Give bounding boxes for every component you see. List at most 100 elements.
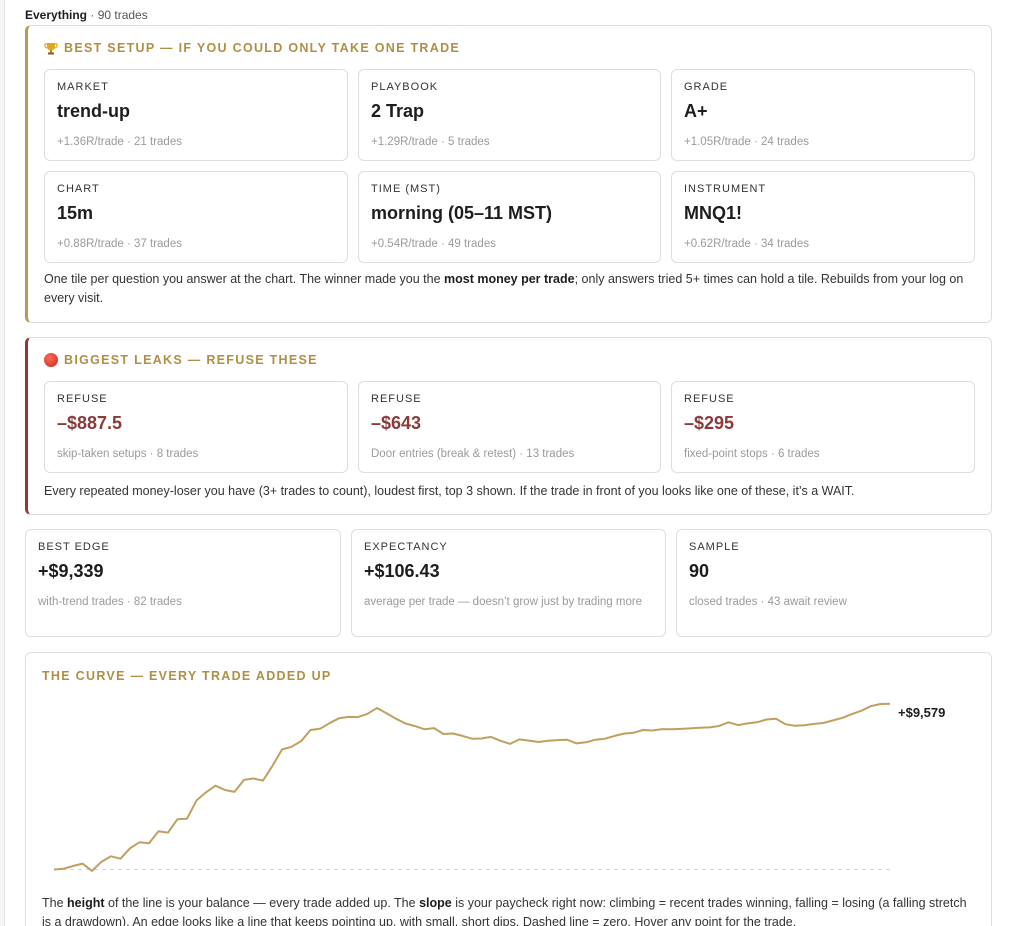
curve-point[interactable] [735, 722, 741, 728]
curve-point[interactable] [175, 816, 181, 822]
curve-point[interactable] [792, 723, 798, 729]
curve-point[interactable] [365, 711, 371, 717]
curve-point[interactable] [118, 856, 124, 862]
curve-point[interactable] [270, 763, 276, 769]
curve-point[interactable] [469, 736, 475, 742]
curve-point[interactable] [156, 828, 162, 834]
curve-point[interactable] [669, 726, 675, 732]
curve-point[interactable] [488, 734, 494, 740]
curve-point[interactable] [431, 725, 437, 731]
stat-best-edge: Best edge +$9,339 with-trend trades · 82… [25, 529, 341, 637]
curve-point[interactable] [127, 845, 133, 851]
curve-point[interactable] [602, 736, 608, 742]
curve-point[interactable] [830, 717, 836, 723]
curve-point[interactable] [479, 736, 485, 742]
curve-point[interactable] [564, 737, 570, 743]
curve-point[interactable] [773, 716, 779, 722]
curve-point[interactable] [507, 741, 513, 747]
curve-point[interactable] [232, 789, 238, 795]
tile-sub: +0.54R/trade · 49 trades [371, 238, 496, 250]
curve-point[interactable] [384, 710, 390, 716]
curve-point[interactable] [422, 726, 428, 732]
curve-point[interactable] [887, 701, 893, 707]
curve-point[interactable] [659, 726, 665, 732]
curve-point[interactable] [298, 738, 304, 744]
curve-point[interactable] [593, 737, 599, 743]
curve-point[interactable] [783, 721, 789, 727]
curve-point[interactable] [555, 737, 561, 743]
curve-point[interactable] [374, 705, 380, 711]
curve-point[interactable] [165, 830, 171, 836]
curve-point[interactable] [545, 738, 551, 744]
curve-point[interactable] [393, 716, 399, 722]
curve-point[interactable] [441, 731, 447, 737]
curve-point[interactable] [498, 738, 504, 744]
stat-value: +$106.43 [364, 561, 440, 581]
curve-point[interactable] [650, 728, 656, 734]
curve-point[interactable] [631, 730, 637, 736]
curve-point[interactable] [412, 723, 418, 729]
curve-point[interactable] [574, 740, 580, 746]
curve-point[interactable] [260, 778, 266, 784]
curve-point[interactable] [621, 731, 627, 737]
equity-curve-chart[interactable] [26, 683, 993, 883]
curve-point[interactable] [336, 715, 342, 721]
curve-point[interactable] [821, 720, 827, 726]
curve-point[interactable] [70, 863, 76, 869]
curve-point[interactable] [460, 733, 466, 739]
curve-point[interactable] [526, 738, 532, 744]
best-setup-note: One tile per question you answer at the … [44, 270, 974, 308]
curve-point[interactable] [859, 708, 865, 714]
curve-point[interactable] [849, 711, 855, 717]
curve-point[interactable] [203, 789, 209, 795]
curve-point[interactable] [640, 727, 646, 733]
curve-point[interactable] [241, 777, 247, 783]
curve-point[interactable] [840, 715, 846, 721]
curve-point[interactable] [213, 783, 219, 789]
curve-point[interactable] [108, 853, 114, 859]
curve-point[interactable] [678, 726, 684, 732]
curve-point[interactable] [194, 797, 200, 803]
curve-point[interactable] [327, 720, 333, 726]
curve-point[interactable] [61, 866, 67, 872]
curve-point[interactable] [450, 731, 456, 737]
tile-value: MNQ1! [684, 203, 742, 223]
curve-point[interactable] [726, 719, 732, 725]
curve-point[interactable] [80, 861, 86, 867]
curve-point[interactable] [355, 714, 361, 720]
curve-point[interactable] [754, 719, 760, 725]
curve-point[interactable] [707, 724, 713, 730]
curve-point[interactable] [289, 744, 295, 750]
curve-point[interactable] [403, 721, 409, 727]
curve-point[interactable] [184, 816, 190, 822]
curve-point[interactable] [89, 868, 95, 874]
curve-point[interactable] [868, 703, 874, 709]
tile-sub: +1.05R/trade · 24 trades [684, 136, 809, 148]
curve-point[interactable] [811, 721, 817, 727]
curve-point[interactable] [251, 776, 257, 782]
curve-point[interactable] [764, 717, 770, 723]
curve-point[interactable] [697, 725, 703, 731]
curve-point[interactable] [317, 726, 323, 732]
curve-point[interactable] [146, 840, 152, 846]
curve-point[interactable] [222, 787, 228, 793]
stat-label: Sample [689, 541, 740, 553]
curve-point[interactable] [802, 722, 808, 728]
tile-value: 2 Trap [371, 101, 425, 121]
curve-point[interactable] [51, 867, 57, 873]
scope-label: Everything [25, 8, 88, 22]
curve-point[interactable] [308, 727, 314, 733]
curve-point[interactable] [279, 747, 285, 753]
curve-point[interactable] [688, 725, 694, 731]
curve-point[interactable] [583, 739, 589, 745]
curve-point[interactable] [878, 701, 884, 707]
tile-label: Grade [684, 81, 729, 93]
curve-point[interactable] [99, 859, 105, 865]
curve-point[interactable] [612, 733, 618, 739]
curve-point[interactable] [745, 720, 751, 726]
curve-point[interactable] [517, 736, 523, 742]
curve-point[interactable] [137, 839, 143, 845]
curve-point[interactable] [716, 723, 722, 729]
curve-point[interactable] [346, 714, 352, 720]
curve-point[interactable] [536, 739, 542, 745]
